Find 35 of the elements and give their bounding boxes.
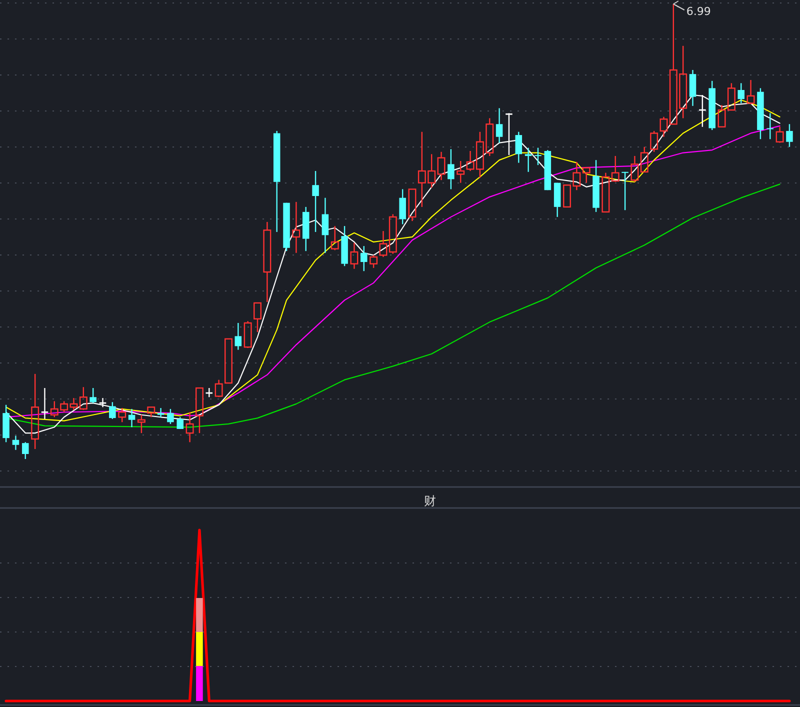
candlestick [322,197,329,254]
candlestick [622,171,628,211]
candlestick [399,188,406,225]
candlestick [630,155,639,183]
candlestick [312,170,319,233]
annotation: 6.99 [686,5,711,18]
candlestick [234,322,242,350]
candlestick [167,408,174,425]
candlestick [176,416,184,430]
chart-title: 财 [424,494,436,508]
candlestick [504,112,514,156]
candlestick [524,147,532,172]
candlestick [448,148,454,190]
candlestick [128,408,136,428]
candlestick [738,82,744,104]
candlestick [40,387,49,420]
candlestick [786,124,793,148]
candlestick [263,221,272,303]
candlestick [12,435,20,450]
candlestick [437,151,446,181]
candlestick [186,412,194,443]
candlestick [109,402,116,420]
candlestick [766,112,774,140]
candlestick [157,407,164,418]
candlestick [350,242,358,270]
candlestick [31,373,40,450]
candlestick [70,397,78,410]
candlestick [689,69,696,107]
candlestick [360,245,368,272]
candlestick [292,201,300,254]
candlestick [534,147,542,166]
candlestick [515,131,522,164]
candlestick [496,108,503,144]
candlestick [22,442,29,460]
candlestick [90,387,96,404]
